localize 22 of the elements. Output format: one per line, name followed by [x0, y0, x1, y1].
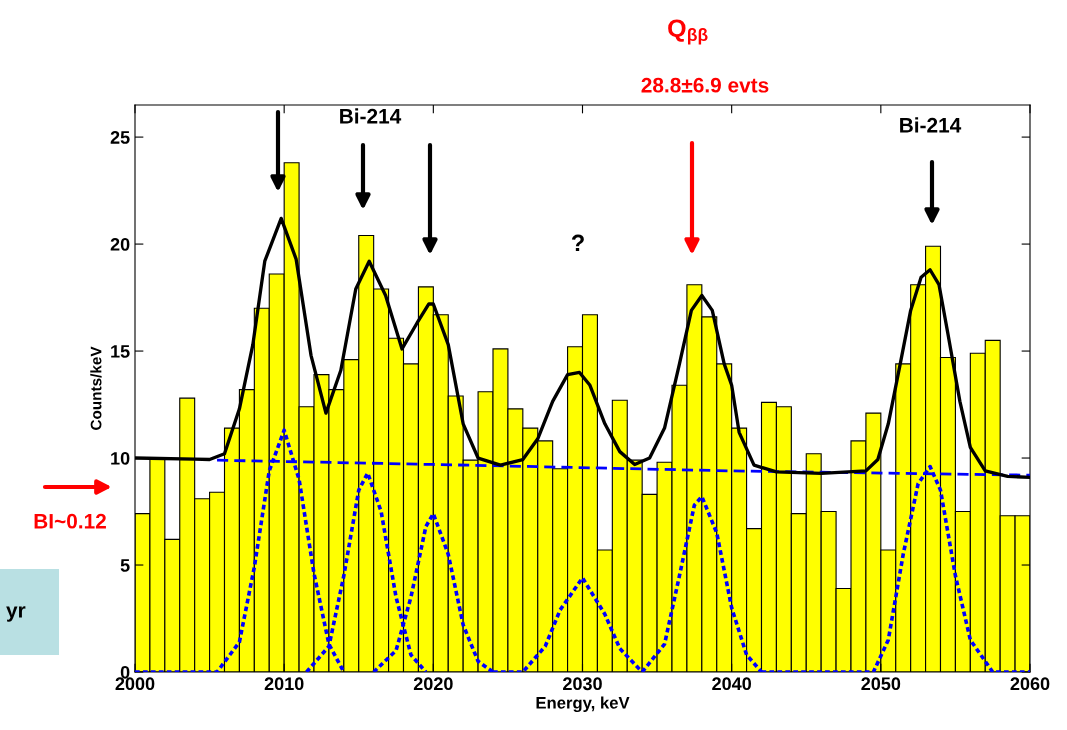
text: Q$_{ββ}$ — [668, 19, 708, 45]
text: yr — [6, 606, 26, 622]
annotation: ? — [571, 234, 584, 252]
x-tick-label: 2000 — [115, 677, 155, 691]
x-tick-label: 2020 — [413, 677, 453, 691]
x-axis-title: Energy, keV — [536, 696, 630, 713]
y-tick-label: 10 — [111, 451, 130, 465]
text: BI~0.12 — [34, 513, 106, 529]
y-axis-title: Counts/keV — [90, 346, 102, 430]
y-tick-label: 15 — [111, 345, 130, 358]
x-tick-label: 2050 — [861, 677, 901, 691]
y-tick-label: 0 — [120, 665, 130, 679]
annotation: Bi-214 — [340, 108, 402, 124]
x-tick-label: 2060 — [1010, 677, 1050, 691]
annotation: Bi-214 — [900, 117, 962, 133]
x-tick-label: 2010 — [264, 677, 304, 691]
y-tick-label: 5 — [120, 559, 130, 572]
x-tick-label: 2030 — [563, 677, 602, 691]
y-tick-label: 25 — [110, 131, 130, 144]
text: 28.8±6.9 evts — [641, 77, 769, 93]
y-tick-label: 20 — [110, 238, 130, 251]
x-tick-label: 2040 — [712, 677, 752, 691]
